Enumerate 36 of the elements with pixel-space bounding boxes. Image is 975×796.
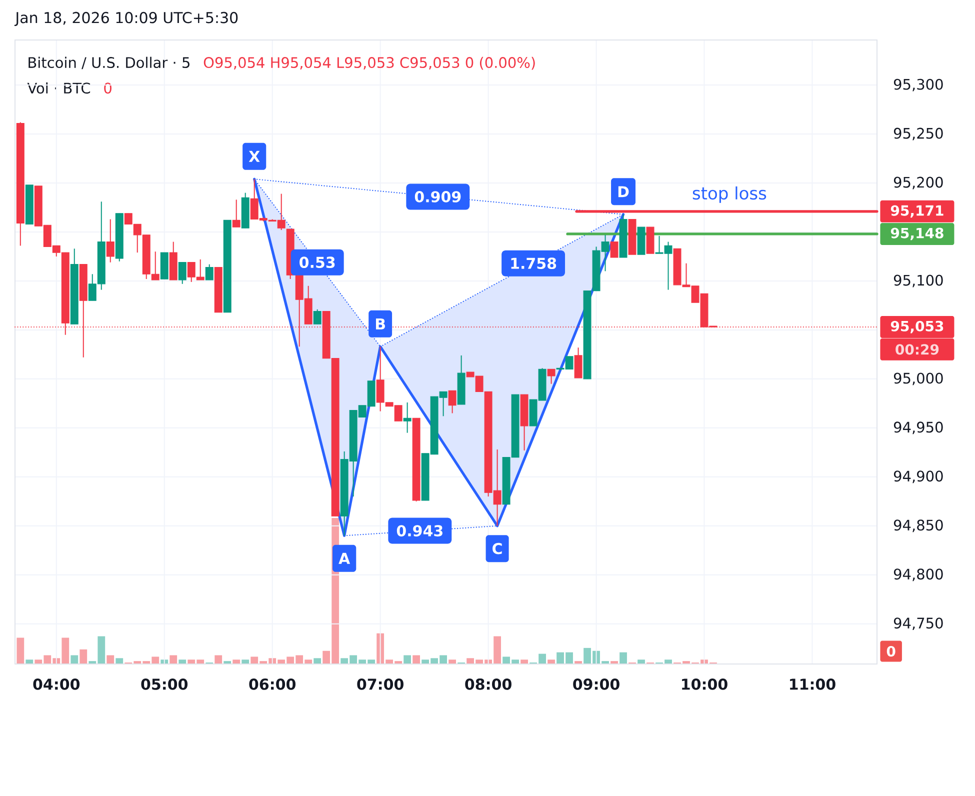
x-tick-label: 10:00 bbox=[682, 678, 728, 690]
annotation: 0.53 bbox=[300, 256, 335, 268]
text: 0 bbox=[886, 646, 896, 657]
y-tick-label: 94,750 bbox=[894, 618, 943, 630]
y-tick-label: 94,800 bbox=[894, 568, 943, 582]
annotation: B bbox=[376, 318, 385, 330]
annotation: 1.758 bbox=[511, 258, 556, 270]
y-tick-label: 94,900 bbox=[894, 470, 943, 484]
y-tick-label: 95,000 bbox=[894, 372, 943, 386]
text: Bitcoin / U.S. Dollar · 5 bbox=[28, 56, 190, 70]
data-label: 95,148 bbox=[890, 228, 944, 240]
y-tick-label: 94,950 bbox=[894, 422, 943, 434]
y-tick-label: 95,250 bbox=[894, 128, 943, 140]
x-tick-label: 08:00 bbox=[465, 678, 512, 690]
x-tick-label: 04:00 bbox=[33, 678, 80, 690]
data-label: 95,171 bbox=[890, 205, 944, 218]
y-tick-label: 95,300 bbox=[894, 78, 943, 92]
annotation: C bbox=[492, 542, 502, 554]
annotation: stop loss bbox=[692, 186, 766, 203]
x-tick-label: 09:00 bbox=[573, 678, 620, 690]
annotation: A bbox=[338, 552, 350, 564]
text: Jan 18, 2026 10:09 UTC+5:30 bbox=[14, 12, 238, 26]
text: 00:29 bbox=[896, 344, 939, 355]
text: O95,054 H95,054 L95,053 C95,053 0 (0.00%) bbox=[204, 56, 535, 70]
x-tick-label: 06:00 bbox=[249, 678, 296, 690]
x-tick-label: 11:00 bbox=[790, 678, 836, 690]
annotation: D bbox=[618, 186, 629, 198]
annotation: 0.909 bbox=[414, 191, 461, 202]
ref-line-label: 95,053 bbox=[890, 320, 944, 334]
x-tick-label: 05:00 bbox=[141, 678, 188, 690]
annotation: X bbox=[248, 150, 260, 162]
y-tick-label: 95,200 bbox=[894, 176, 943, 190]
x-tick-label: 07:00 bbox=[357, 678, 404, 690]
y-tick-label: 94,850 bbox=[894, 520, 943, 532]
y-tick-label: 95,100 bbox=[894, 274, 943, 288]
annotation: 0.943 bbox=[396, 525, 442, 536]
